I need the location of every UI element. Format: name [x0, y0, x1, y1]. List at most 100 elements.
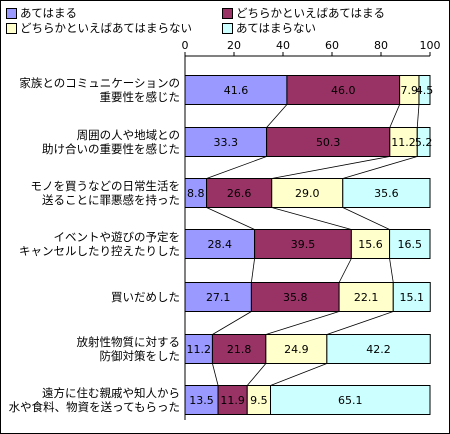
- data-label: 5.2: [415, 136, 433, 149]
- category-label-line: 放射性物質に対する: [77, 335, 181, 349]
- category-label: モノを買うなどの日常生活を送ることに罪悪感を持った: [31, 179, 181, 207]
- x-tick-label: 0: [182, 39, 189, 52]
- legend-item-series-2: どちらかといえばあてはまる: [222, 6, 385, 20]
- data-label: 42.2: [366, 343, 391, 356]
- data-label: 46.0: [331, 84, 356, 97]
- data-label: 29.0: [295, 187, 320, 200]
- series-connector-line: [389, 258, 394, 283]
- series-connector-line: [342, 156, 418, 179]
- series-connector-line: [206, 156, 267, 179]
- series-connector-line: [342, 207, 390, 230]
- data-label: 4.5: [416, 84, 434, 97]
- data-label: 11.2: [391, 136, 416, 149]
- legend-label-series-1: あてはまる: [20, 6, 78, 20]
- bar-segment: [350, 229, 391, 259]
- data-label: 35.6: [374, 187, 399, 200]
- data-label: 11.9: [220, 394, 245, 407]
- series-connector-line: [212, 363, 219, 386]
- category-label-line: 家族とのコミュニケーションの: [19, 76, 180, 90]
- x-tick-label: 100: [420, 39, 441, 52]
- legend-label-series-4: あてはまらない: [236, 21, 317, 35]
- category-label-line: 買いだめした: [111, 290, 180, 304]
- series-connector-line: [389, 104, 400, 128]
- category-label-line: 送ることに罪悪感を持った: [42, 193, 180, 207]
- bar-segment: [338, 282, 394, 312]
- category-label-line: 遠方に住む親戚や知人から: [42, 386, 180, 400]
- data-label: 50.3: [316, 136, 341, 149]
- data-label: 15.6: [358, 238, 383, 251]
- legend-swatch-series-4: [222, 22, 233, 34]
- bar-segment: [271, 178, 344, 208]
- data-label: 35.8: [283, 291, 308, 304]
- series-connector-line: [206, 207, 255, 230]
- data-label: 8.8: [187, 187, 205, 200]
- series-connector-line: [265, 311, 340, 335]
- bar-segment: [418, 75, 431, 105]
- data-label: 9.5: [250, 394, 268, 407]
- bar-segment: [342, 178, 431, 208]
- data-label: 13.5: [189, 394, 214, 407]
- series-connector-line: [246, 363, 267, 386]
- bar-segment: [211, 334, 267, 364]
- category-label-line: 周囲の人や地域との: [77, 128, 180, 142]
- category-label-line: 助け合いの重要性を感じた: [42, 142, 180, 156]
- legend-item-series-4: あてはまらない: [222, 21, 316, 35]
- legend: あてはまる どちらかといえばあてはまる どちらかといえばあてはまらない あてはま…: [4, 4, 444, 36]
- data-label: 7.9: [401, 84, 419, 97]
- bar-segment: [326, 334, 431, 364]
- category-label-line: 防御対策をした: [100, 349, 181, 363]
- bar-segment: [392, 282, 431, 312]
- legend-label-series-3: どちらかといえばあてはまらない: [20, 21, 193, 35]
- category-label: 遠方に住む親戚や知人から水や食料、物資を送ってもらった: [9, 386, 180, 414]
- bar-segment: [184, 127, 268, 157]
- x-tick-label: 60: [325, 39, 339, 52]
- bar-segment: [184, 75, 288, 105]
- series-connector-line: [338, 258, 352, 283]
- data-label: 41.6: [224, 84, 249, 97]
- series-connector-line: [271, 156, 390, 179]
- category-label: イベントや遊びの予定をキャンセルしたり控えたりした: [19, 230, 180, 258]
- legend-swatch-series-2: [222, 7, 233, 19]
- data-label: 24.9: [284, 343, 309, 356]
- legend-label-series-2: どちらかといえばあてはまる: [236, 6, 386, 20]
- series-connector-line: [266, 104, 288, 128]
- bar-segment: [250, 282, 340, 312]
- data-label: 27.1: [206, 291, 231, 304]
- category-label-line: 水や食料、物資を送ってもらった: [9, 400, 180, 414]
- category-label-line: モノを買うなどの日常生活を: [31, 179, 181, 193]
- bar-segment: [254, 229, 352, 259]
- series-connector-line: [250, 258, 255, 283]
- x-tick-label: 80: [374, 39, 388, 52]
- data-label: 65.1: [338, 394, 363, 407]
- legend-item-series-1: あてはまる: [6, 6, 77, 20]
- bar-segment: [416, 127, 431, 157]
- bar-segment: [270, 385, 431, 415]
- series-connector-line: [416, 104, 420, 128]
- bar-segment: [184, 385, 219, 415]
- bar-segment: [389, 127, 418, 157]
- category-label: 放射性物質に対する防御対策をした: [77, 335, 181, 363]
- legend-swatch-series-3: [6, 22, 17, 34]
- series-connector-line: [326, 311, 394, 335]
- category-label: 家族とのコミュニケーションの重要性を感じた: [19, 76, 180, 104]
- data-label: 11.2: [186, 343, 211, 356]
- series-connector-line: [270, 363, 328, 386]
- data-label: 26.6: [227, 187, 252, 200]
- bar-segment: [389, 229, 431, 259]
- x-tick-label: 20: [227, 39, 241, 52]
- data-label: 28.4: [208, 238, 233, 251]
- bar-segment: [266, 127, 391, 157]
- data-label: 16.5: [398, 238, 423, 251]
- category-label: 周囲の人や地域との助け合いの重要性を感じた: [42, 128, 180, 156]
- category-label-line: キャンセルしたり控えたりした: [19, 244, 180, 258]
- data-label: 15.1: [399, 291, 424, 304]
- data-label: 21.8: [227, 343, 252, 356]
- x-tick-label: 40: [276, 39, 290, 52]
- series-connector-line: [212, 311, 252, 335]
- data-label: 33.3: [214, 136, 239, 149]
- data-label: 39.5: [291, 238, 316, 251]
- category-label: 買いだめした: [111, 290, 180, 304]
- legend-item-series-3: どちらかといえばあてはまらない: [6, 21, 192, 35]
- category-label-line: 重要性を感じた: [100, 90, 181, 104]
